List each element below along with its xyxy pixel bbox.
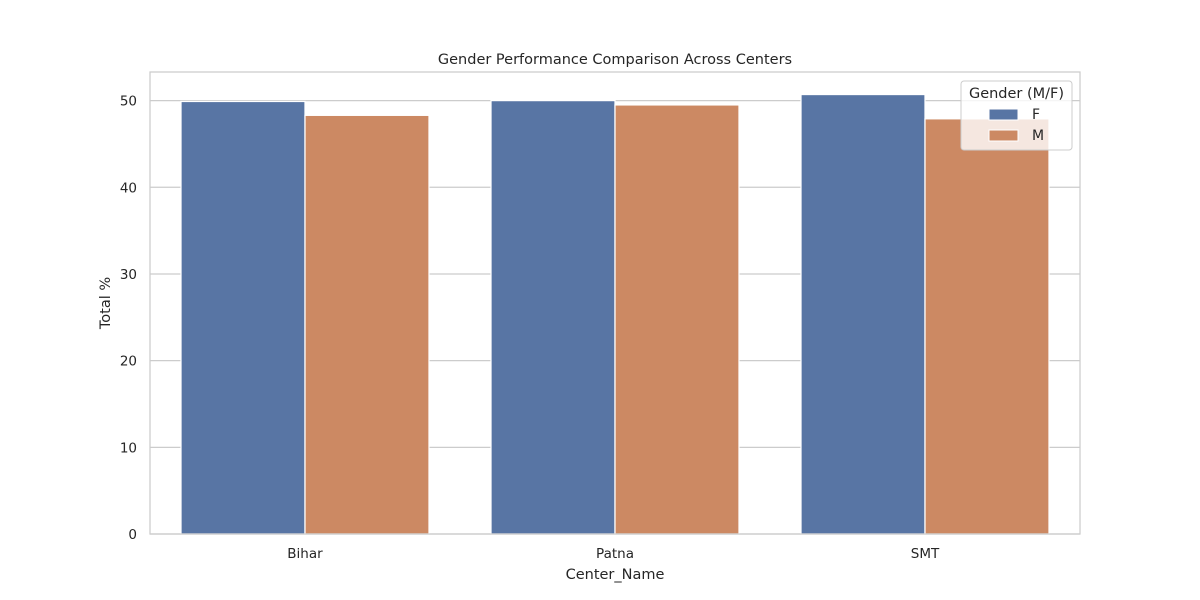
- legend-label-F: F: [1032, 107, 1040, 123]
- bar-F-Patna: [490, 99, 616, 535]
- bar-F-Bihar: [180, 100, 306, 535]
- x-tick-label: Patna: [596, 546, 634, 562]
- y-tick-label: 0: [128, 527, 137, 543]
- bar-M-Bihar: [304, 114, 430, 535]
- y-tick-label: 20: [120, 354, 137, 370]
- bar-M-SMT: [924, 118, 1050, 535]
- y-axis-label: Total %: [98, 277, 114, 330]
- legend-swatch-M: [988, 129, 1019, 142]
- y-tick-label: 10: [120, 440, 137, 456]
- x-tick-label: SMT: [911, 546, 940, 562]
- legend-label-M: M: [1032, 128, 1044, 144]
- plot-frame: [149, 71, 1081, 535]
- x-axis-label: Center_Name: [566, 567, 665, 583]
- legend: Gender (M/F) FM: [960, 80, 1073, 151]
- chart-title: Gender Performance Comparison Across Cen…: [438, 52, 792, 68]
- bar-F-SMT: [800, 93, 926, 535]
- legend-swatch-F: [988, 108, 1019, 121]
- tick-labels: 0 10 20 30 40 50 Bihar Patna SMT: [120, 94, 940, 562]
- bars: [180, 93, 1050, 535]
- y-tick-label: 50: [120, 94, 137, 110]
- bar-M-Patna: [614, 104, 740, 535]
- y-tick-label: 30: [120, 267, 137, 283]
- y-tick-label: 40: [120, 180, 137, 196]
- legend-title: Gender (M/F): [969, 86, 1064, 102]
- x-tick-label: Bihar: [287, 546, 323, 562]
